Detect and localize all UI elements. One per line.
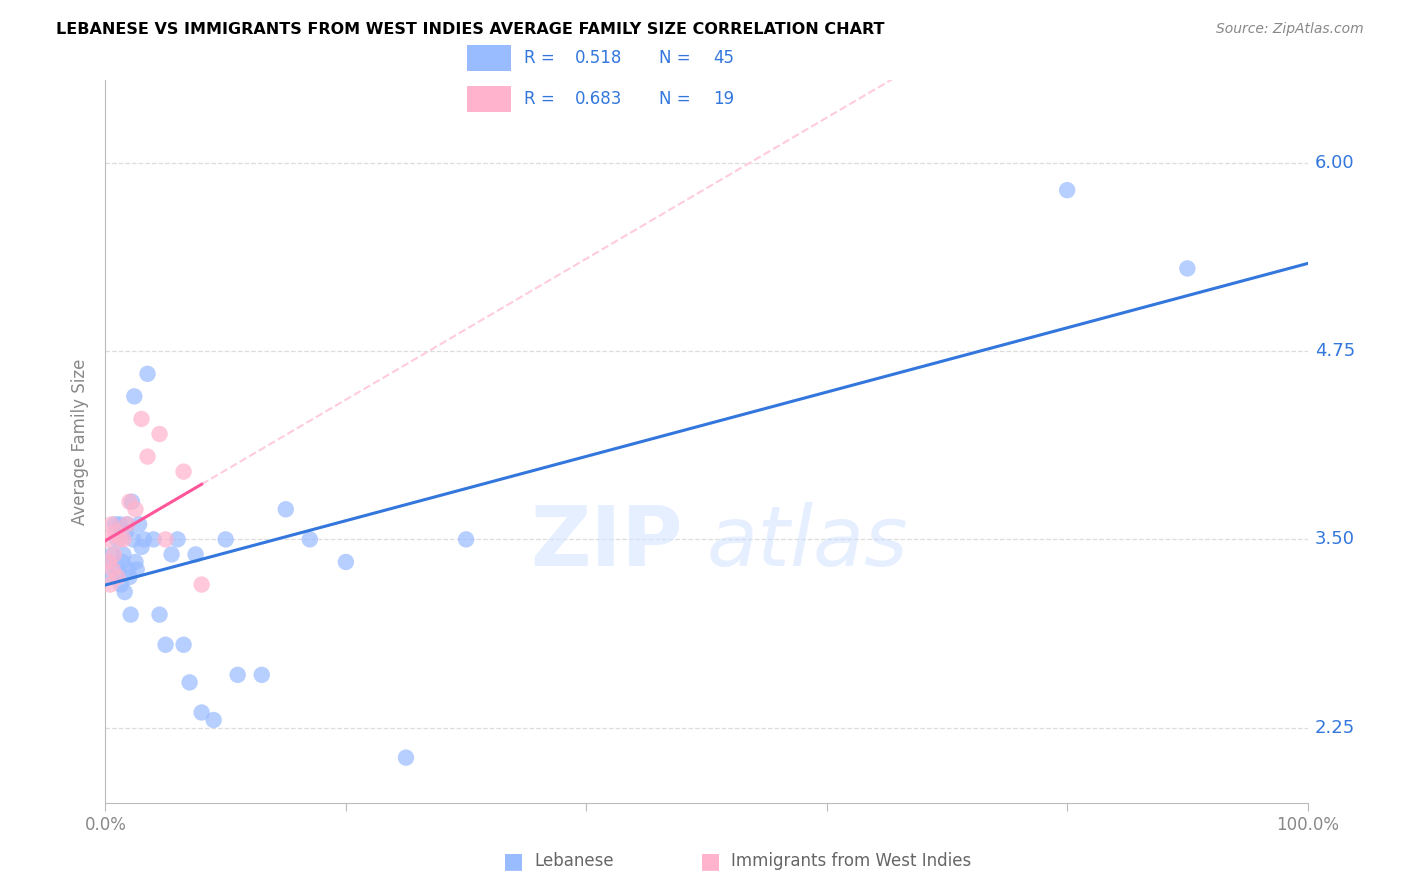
Point [454,533,477,547]
Point [97,533,120,547]
Point [1175,261,1198,276]
Text: ■: ■ [700,851,720,871]
Point [136,367,159,381]
Point [115,517,138,532]
Point [100,570,122,584]
Point [114,585,136,599]
Point [148,427,170,442]
Y-axis label: Average Family Size: Average Family Size [72,359,90,524]
Point [118,570,141,584]
Point [110,577,132,591]
Point [184,548,207,562]
Point [117,562,139,576]
Point [173,465,195,479]
Point [98,577,121,591]
Point [108,517,131,532]
Point [112,548,135,562]
Point [214,533,236,547]
Point [107,562,129,576]
Text: R =: R = [524,90,561,108]
Text: 4.75: 4.75 [1315,343,1355,360]
Point [179,675,201,690]
Point [274,502,297,516]
Text: N =: N = [659,49,696,67]
Point [104,517,127,532]
Point [142,533,165,547]
Point [115,524,138,539]
Text: LEBANESE VS IMMIGRANTS FROM WEST INDIES AVERAGE FAMILY SIZE CORRELATION CHART: LEBANESE VS IMMIGRANTS FROM WEST INDIES … [56,22,884,37]
Point [128,517,150,532]
Point [100,517,122,532]
Point [125,562,148,576]
Text: R =: R = [524,49,561,67]
Point [155,533,177,547]
Text: N =: N = [659,90,696,108]
Point [104,524,127,539]
Point [395,750,418,764]
Bar [467,45,510,71]
Point [98,555,121,569]
Point [132,533,155,547]
Text: Lebanese: Lebanese [534,852,614,870]
Point [160,548,183,562]
Point [335,555,357,569]
Point [101,562,124,576]
Point [226,668,249,682]
Point [202,713,225,727]
Point [98,555,121,569]
Text: 45: 45 [713,49,734,67]
Point [250,668,273,682]
Point [190,706,212,720]
Point [121,494,143,508]
Point [173,638,195,652]
Point [101,548,124,562]
Point [103,548,125,562]
Point [298,533,321,547]
Point [124,502,146,516]
Text: atlas: atlas [707,502,908,582]
Text: 0.683: 0.683 [575,90,623,108]
Text: 19: 19 [713,90,734,108]
Point [148,607,170,622]
Point [136,450,159,464]
Text: 0.0%: 0.0% [84,816,127,834]
Point [124,555,146,569]
Text: Immigrants from West Indies: Immigrants from West Indies [731,852,972,870]
Text: Source: ZipAtlas.com: Source: ZipAtlas.com [1216,22,1364,37]
Point [115,517,138,532]
Point [120,607,142,622]
Point [122,533,145,547]
Text: 100.0%: 100.0% [1277,816,1339,834]
Point [112,533,135,547]
Point [118,494,141,508]
Text: 6.00: 6.00 [1315,154,1354,172]
Point [131,412,153,426]
Point [190,577,212,591]
Text: ■: ■ [503,851,523,871]
Point [166,533,188,547]
Point [107,533,129,547]
Text: 0.518: 0.518 [575,49,623,67]
Text: ZIP: ZIP [530,502,682,582]
Text: 2.25: 2.25 [1315,719,1355,737]
Text: 3.50: 3.50 [1315,531,1354,549]
Point [107,570,129,584]
Point [124,389,146,403]
Point [1056,183,1078,197]
Point [155,638,177,652]
Bar [467,87,510,112]
Point [108,533,131,547]
Point [131,540,153,554]
Point [111,555,134,569]
